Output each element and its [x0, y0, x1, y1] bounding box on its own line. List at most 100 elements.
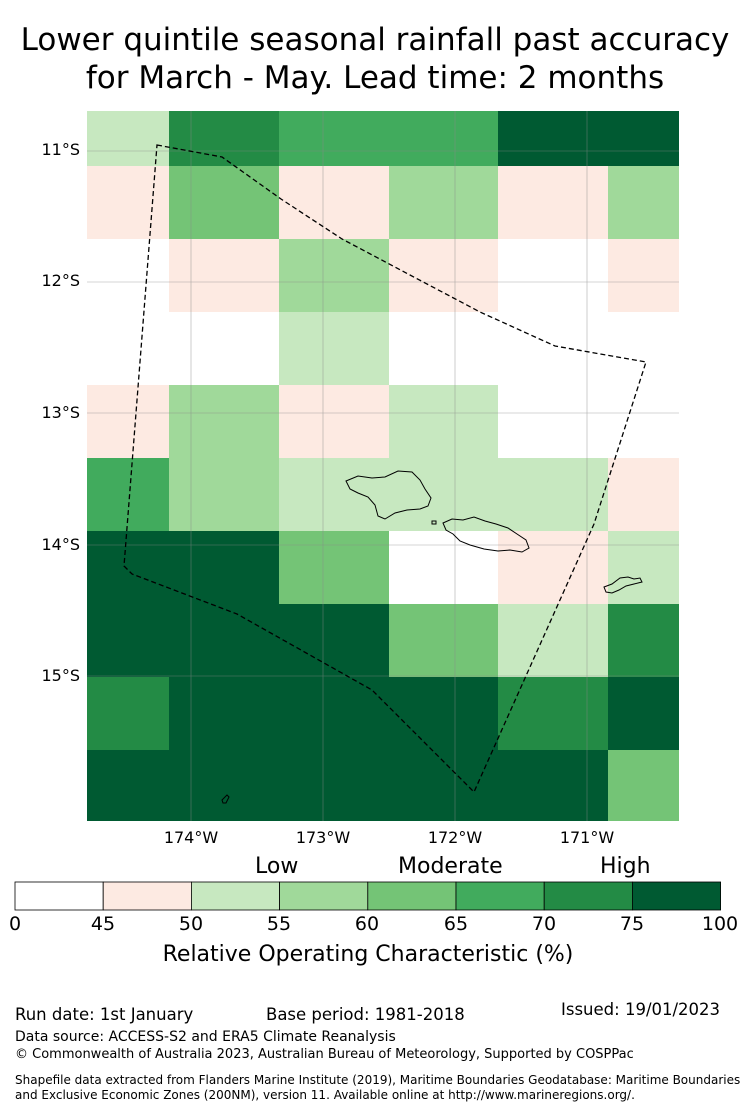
legend-tick-65: 65: [443, 913, 469, 935]
colorbar-segment: [543, 881, 633, 911]
grid-cell: [279, 111, 389, 166]
grid-cell: [389, 604, 498, 677]
grid-cell: [169, 677, 279, 750]
map-title-line1: Lower quintile seasonal rainfall past ac…: [20, 22, 730, 58]
grid-cell: [87, 531, 169, 604]
grid-cell: [608, 531, 679, 604]
grid-cell: [87, 239, 169, 312]
colorbar-segment: [367, 881, 457, 911]
grid-cell: [169, 604, 279, 677]
colorbar: [14, 881, 722, 911]
grid-cell: [169, 750, 279, 821]
grid-cell: [389, 166, 498, 239]
legend-tick-0: 0: [8, 913, 22, 935]
grid-cell: [279, 312, 389, 385]
grid-cell: [169, 312, 279, 385]
savaii-island: [345, 470, 432, 520]
grid-cell: [608, 458, 679, 531]
grid-cell: [608, 604, 679, 677]
grid-cell: [279, 239, 389, 312]
grid-cell: [498, 531, 608, 604]
grid-cell: [498, 750, 608, 821]
grid-cell: [608, 111, 679, 166]
colorbar-segment: [14, 881, 104, 911]
grid-cell: [169, 458, 279, 531]
lat-label-11s: 11°S: [41, 140, 80, 159]
tutuila-island: [603, 576, 643, 594]
grid-cell: [87, 604, 169, 677]
grid-cell: [608, 239, 679, 312]
grid-cell: [169, 239, 279, 312]
lat-label-12s: 12°S: [41, 271, 80, 290]
grid-cell: [389, 385, 498, 458]
grid-cell: [87, 750, 169, 821]
legend-tick-60: 60: [354, 913, 380, 935]
legend-tick-70: 70: [531, 913, 557, 935]
lon-label-174w: 174°W: [163, 828, 219, 847]
grid-cell: [498, 239, 608, 312]
samoa-coastline: [221, 470, 643, 804]
copyright-notice: © Commonwealth of Australia 2023, Austra…: [15, 1047, 634, 1062]
grid-cell: [608, 166, 679, 239]
rainfall-accuracy-grid: [87, 111, 679, 821]
grid-cell: [87, 166, 169, 239]
grid-cell: [279, 604, 389, 677]
lon-label-172w: 172°W: [427, 828, 483, 847]
grid-cell: [498, 385, 608, 458]
legend-category-high: High: [600, 854, 651, 879]
grid-cell: [608, 750, 679, 821]
grid-cell: [279, 458, 389, 531]
colorbar-segment: [455, 881, 545, 911]
grid-cell: [87, 385, 169, 458]
grid-cell: [279, 385, 389, 458]
grid-cell: [608, 677, 679, 750]
grid-cell: [169, 166, 279, 239]
grid-cell: [169, 111, 279, 166]
colorbar-segment: [279, 881, 369, 911]
legend-category-low: Low: [255, 854, 299, 879]
data-source: Data source: ACCESS-S2 and ERA5 Climate …: [15, 1029, 396, 1045]
grid-cell: [279, 166, 389, 239]
legend-category-moderate: Moderate: [398, 854, 503, 879]
grid-cell: [389, 239, 498, 312]
manono-islet: [431, 520, 437, 525]
gridlines: [87, 111, 679, 821]
grid-cell: [169, 531, 279, 604]
grid-cell: [87, 312, 169, 385]
lon-label-171w: 171°W: [559, 828, 615, 847]
map-title-line2: for March - May. Lead time: 2 months: [85, 60, 665, 96]
grid-cell: [279, 677, 389, 750]
grid-cell: [87, 677, 169, 750]
grid-cell: [389, 677, 498, 750]
grid-cell: [389, 531, 498, 604]
legend-tick-50: 50: [178, 913, 204, 935]
grid-cell: [389, 111, 498, 166]
base-period: Base period: 1981-2018: [266, 1005, 465, 1024]
grid-cell: [389, 312, 498, 385]
run-date: Run date: 1st January: [15, 1005, 194, 1024]
grid-cell: [498, 604, 608, 677]
lat-label-13s: 13°S: [41, 403, 80, 422]
legend-tick-100: 100: [701, 913, 739, 935]
eez-boundary: [123, 144, 647, 794]
upolu-island: [442, 516, 530, 553]
lat-label-15s: 15°S: [41, 666, 80, 685]
legend-tick-55: 55: [266, 913, 292, 935]
legend-tick-45: 45: [90, 913, 116, 935]
swains-island: [221, 794, 230, 804]
grid-cell: [498, 458, 608, 531]
colorbar-segment: [190, 881, 280, 911]
grid-cell: [498, 677, 608, 750]
grid-cell: [608, 385, 679, 458]
issued-date: Issued: 19/01/2023: [561, 1000, 721, 1019]
grid-cell: [498, 312, 608, 385]
lat-label-14s: 14°S: [41, 535, 80, 554]
colorbar-segment: [102, 881, 192, 911]
colorbar-title: Relative Operating Characteristic (%): [162, 942, 574, 967]
grid-cell: [498, 166, 608, 239]
grid-cell: [169, 385, 279, 458]
grid-cell: [279, 531, 389, 604]
grid-cell: [87, 111, 169, 166]
grid-cell: [608, 312, 679, 385]
